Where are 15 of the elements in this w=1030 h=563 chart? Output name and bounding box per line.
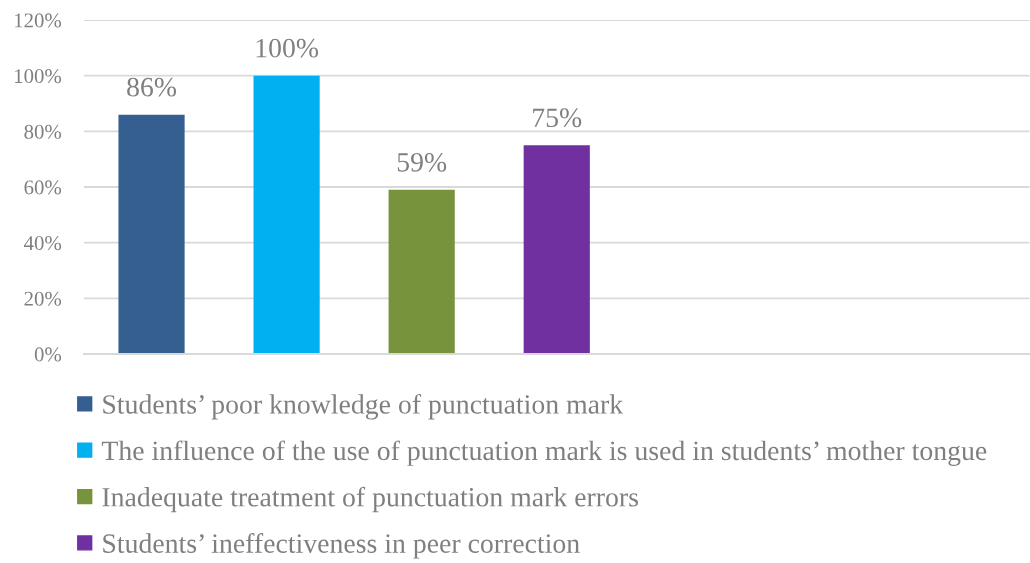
data-label: 100% [256, 38, 319, 58]
y-tick-label: 60% [24, 180, 62, 195]
data-label: 59% [397, 152, 447, 172]
y-tick-label: 20% [24, 291, 62, 306]
data-label: 86% [127, 77, 177, 97]
y-tick-label: 120% [15, 13, 62, 28]
legend-label: Inadequate treatment of punctuation mark errors [102, 486, 638, 513]
y-tick-label: 0% [34, 347, 62, 362]
data-label: 75% [533, 108, 582, 128]
y-tick-label: 80% [24, 124, 62, 139]
y-tick-label: 40% [24, 236, 62, 251]
legend-label: Students’ ineffectiveness in peer correction [103, 533, 580, 559]
y-tick-label: 100% [15, 69, 62, 84]
legend-label: Students’ poor knowledge of punctuation mark [103, 394, 624, 420]
legend-label: The influence of the use of punctuation mark is used in students’ mother tongue [101, 440, 987, 466]
